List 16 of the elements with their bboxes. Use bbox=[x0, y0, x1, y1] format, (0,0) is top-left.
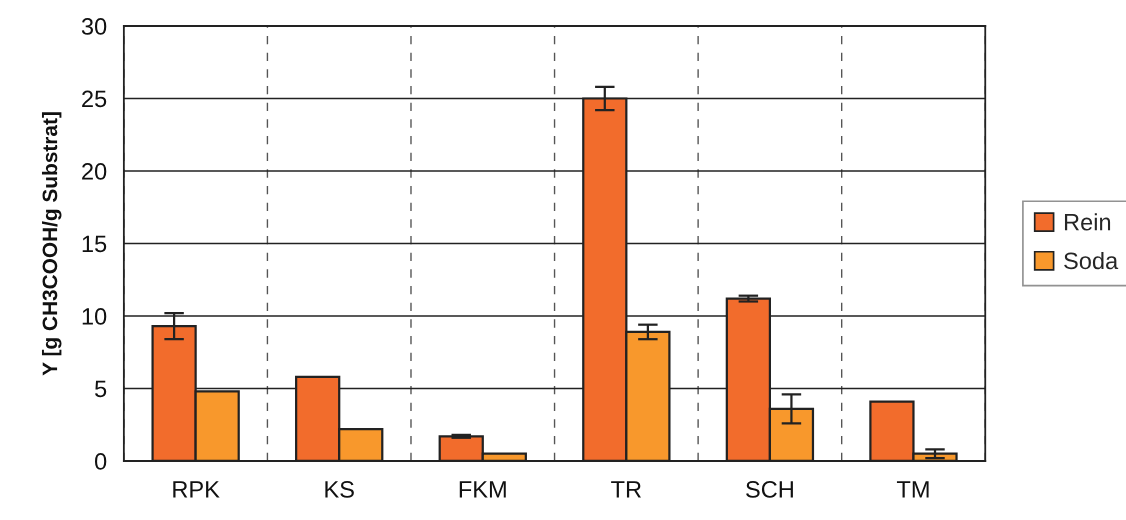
legend-label: Soda bbox=[1064, 251, 1119, 270]
x-tick-label: TR bbox=[611, 481, 641, 498]
x-tick-label: SCH bbox=[746, 481, 793, 498]
legend-label: Rein bbox=[1064, 213, 1111, 231]
y-tick-label: 25 bbox=[82, 90, 107, 108]
y-tick-label: 0 bbox=[94, 453, 107, 470]
x-tick-label: FKM bbox=[459, 481, 506, 498]
y-axis-title: Y [g CH3COOH/g Substrat] bbox=[41, 112, 62, 376]
y-tick-label: 20 bbox=[82, 163, 107, 180]
y-tick-label: 5 bbox=[95, 380, 107, 398]
y-tick-label: 30 bbox=[81, 18, 107, 35]
x-tick-label: KS bbox=[325, 481, 354, 498]
y-tick-label: 15 bbox=[82, 235, 107, 253]
x-tick-label: RPK bbox=[173, 481, 220, 498]
y-tick-label: 10 bbox=[82, 308, 107, 325]
x-tick-label: TM bbox=[896, 481, 929, 498]
